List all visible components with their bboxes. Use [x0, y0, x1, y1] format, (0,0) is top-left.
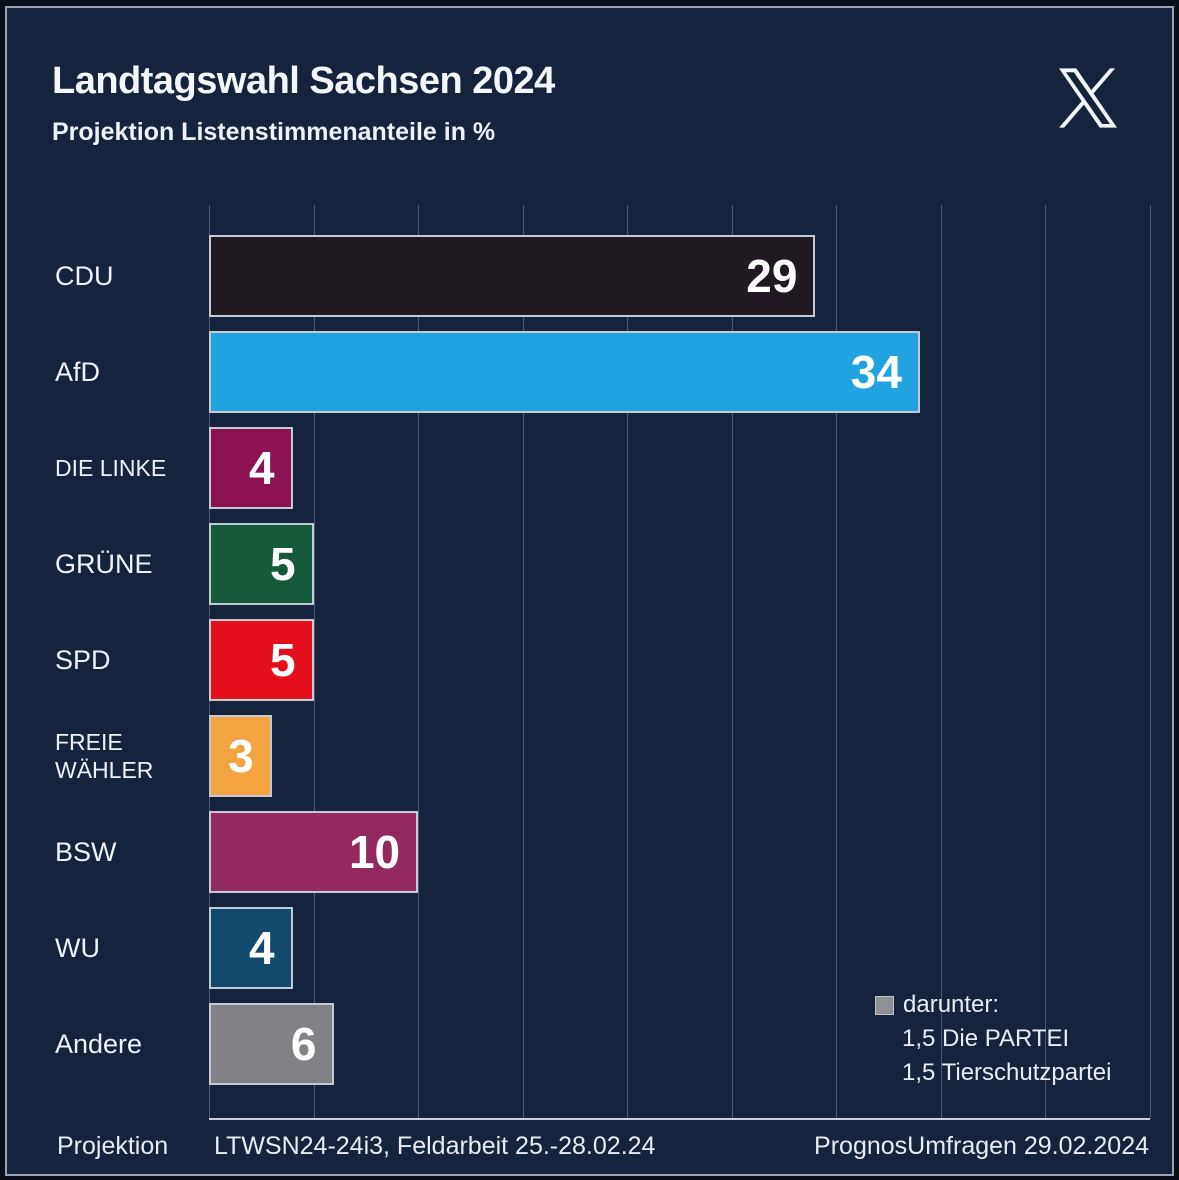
bar: 5	[209, 523, 314, 605]
bar-value: 5	[269, 634, 296, 686]
gridline	[418, 205, 420, 1119]
x-logo-icon	[1059, 68, 1117, 128]
gridline	[940, 205, 942, 1119]
legend-swatch-icon	[875, 995, 894, 1015]
bar-value: 4	[249, 922, 275, 974]
bar-value: 5	[269, 538, 296, 590]
legend-item: 1,5 Tierschutzpartei	[902, 1059, 1112, 1086]
chart-card: Landtagswahl Sachsen 2024 Projektion Lis…	[5, 6, 1174, 1176]
bar-row: DIE LINKE 4	[7, 427, 1179, 509]
footer-projection-label: Projektion	[57, 1132, 169, 1160]
bar: 5	[209, 619, 314, 701]
bar-label: FREIE WÄHLER	[55, 729, 154, 783]
legend-note: darunter: 1,5 Die PARTEI 1,5 Tierschutzp…	[875, 988, 1111, 1090]
bar-row: FREIE WÄHLER 3	[7, 715, 1179, 797]
bar-value: 3	[228, 730, 254, 782]
bar-row: CDU 29	[7, 235, 1179, 317]
bar-label: SPD	[55, 645, 111, 675]
gridline	[313, 205, 315, 1119]
bar-row: AfD 34	[7, 331, 1179, 413]
bar-label: DIE LINKE	[55, 455, 167, 481]
bar-row: Andere 6	[7, 1003, 1179, 1085]
footer-survey-info: LTWSN24-24i3, Feldarbeit 25.-28.02.24	[214, 1132, 656, 1160]
footer: Projektion LTWSN24-24i3, Feldarbeit 25.-…	[7, 1132, 1179, 1168]
bar-row: BSW 10	[7, 811, 1179, 893]
bar-row: SPD 5	[7, 619, 1179, 701]
gridline	[731, 205, 733, 1119]
page-title: Landtagswahl Sachsen 2024	[52, 60, 555, 102]
legend-item: 1,5 Die PARTEI	[902, 1025, 1070, 1052]
page-subtitle: Projektion Listenstimmenanteile in %	[52, 118, 496, 146]
bar-label: BSW	[55, 837, 117, 867]
bar-label: Andere	[55, 1029, 143, 1059]
bar-row: GRÜNE 5	[7, 523, 1179, 605]
bar: 34	[209, 331, 920, 413]
gridline	[627, 205, 629, 1119]
bar-value: 29	[746, 250, 798, 302]
bar: 3	[209, 715, 272, 797]
bar-label: AfD	[55, 357, 101, 387]
bar-value: 4	[249, 442, 275, 494]
bar: 29	[209, 235, 816, 317]
bar: 6	[209, 1003, 335, 1085]
bar: 10	[209, 811, 419, 893]
bar-label: CDU	[55, 261, 114, 291]
bar-label: GRÜNE	[55, 549, 153, 579]
gridline	[522, 205, 524, 1119]
gridline	[836, 205, 838, 1119]
bar: 4	[209, 427, 293, 509]
gridline	[1150, 205, 1151, 1119]
footer-source: PrognosUmfragen 29.02.2024	[814, 1132, 1149, 1160]
bar-value: 10	[348, 826, 401, 878]
x-axis-line	[209, 1118, 1150, 1120]
bar-label: WU	[55, 933, 100, 963]
bar-row: WU 4	[7, 907, 1179, 989]
gridline	[1045, 205, 1047, 1119]
legend-title: darunter:	[903, 991, 1000, 1018]
bar: 4	[209, 907, 293, 989]
bar-value: 34	[850, 346, 902, 398]
bar-value: 6	[290, 1018, 317, 1070]
